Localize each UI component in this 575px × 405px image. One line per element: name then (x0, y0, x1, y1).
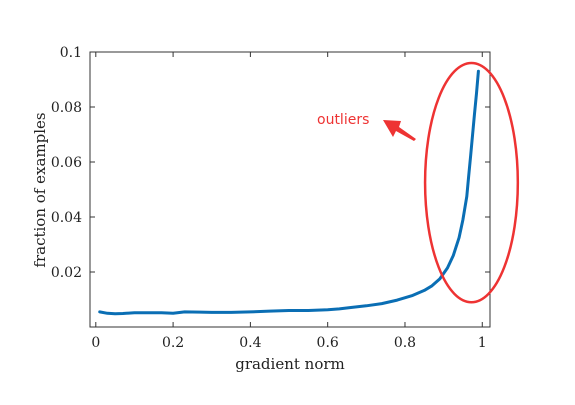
x-tick-label: 0 (91, 335, 100, 351)
x-tick-label: 0.4 (239, 335, 261, 351)
series-layer (98, 69, 480, 316)
x-tick-label: 0.8 (394, 335, 416, 351)
x-tick-label: 0.2 (162, 335, 184, 351)
x-tick-label: 0.6 (317, 335, 339, 351)
outliers-label: outliers (317, 112, 369, 128)
y-tick-label: 0.02 (51, 265, 82, 281)
y-tick-label: 0.08 (51, 100, 82, 116)
annotation-layer: outliers (317, 61, 520, 304)
y-axis-ticks: 0.02 0.04 0.06 0.08 0.1 (51, 45, 490, 281)
plot-frame (89, 51, 491, 328)
outliers-ellipse (423, 61, 520, 304)
x-axis-ticks: 0 0.2 0.4 0.6 0.8 1 (91, 52, 487, 351)
x-axis-label: gradient norm (235, 355, 345, 373)
y-axis-label: fraction of examples (31, 112, 49, 267)
y-tick-label: 0.1 (60, 45, 82, 61)
outliers-arrow-icon (383, 120, 416, 141)
x-tick-label: 1 (478, 335, 487, 351)
y-tick-label: 0.06 (51, 155, 82, 171)
series-line (98, 69, 480, 316)
y-tick-label: 0.04 (51, 210, 82, 226)
